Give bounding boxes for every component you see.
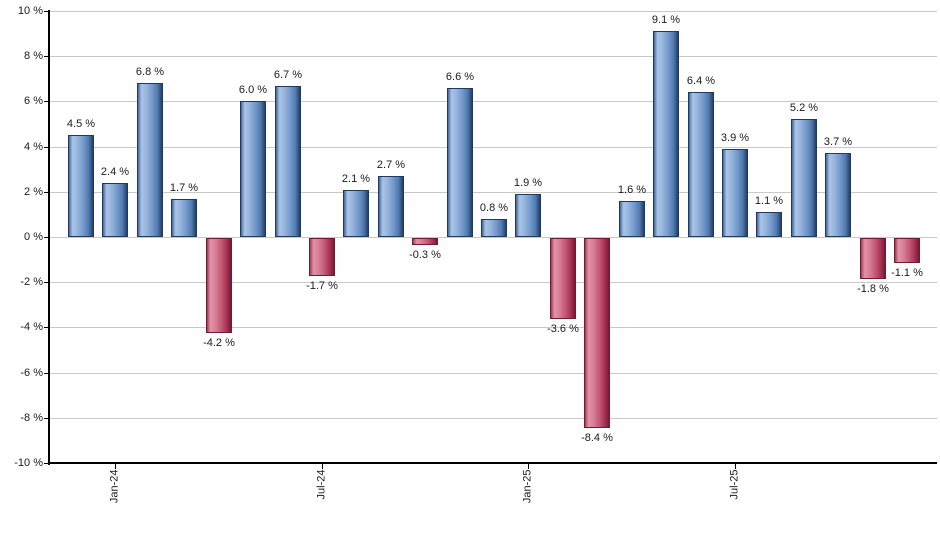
bar-value-label: 4.5 % [66,118,96,130]
bar-value-label: 0.8 % [479,202,509,214]
bar-value-label: -1.8 % [857,283,889,295]
gridline [50,101,937,102]
bar-negative[interactable] [309,238,335,276]
y-axis-tick-label: 2 % [24,186,43,198]
bar-value-label: 3.7 % [823,136,853,148]
y-axis-tick-label: 8 % [24,50,43,62]
bar-value-label: 9.1 % [651,14,681,26]
bar-positive[interactable] [240,101,266,237]
y-axis-tick-label: -10 % [14,457,43,469]
bar-positive[interactable] [481,219,507,237]
bar-value-label: 6.7 % [273,69,303,81]
gridline [50,282,937,283]
gridline [50,192,937,193]
gridline [50,373,937,374]
bar-value-label: 5.2 % [789,102,819,114]
bar-value-label: 1.9 % [513,177,543,189]
bar-value-label: -3.6 % [547,323,579,335]
y-axis-tick-label: 4 % [24,141,43,153]
bar-value-label: 1.1 % [754,195,784,207]
y-axis-tick-label: 10 % [17,5,43,17]
y-axis-tick [44,56,49,57]
bar-negative[interactable] [206,238,232,333]
y-axis-tick-label: -2 % [20,276,43,288]
y-axis-tick [44,463,49,464]
gridline [50,11,937,12]
y-axis-tick [44,282,49,283]
bar-positive[interactable] [343,190,369,237]
bar-value-label: -1.7 % [306,280,338,292]
bar-value-label: 1.7 % [169,182,199,194]
x-axis-tick [528,464,529,469]
bar-value-label: -4.2 % [203,337,235,349]
bar-positive[interactable] [171,199,197,237]
bar-positive[interactable] [653,31,679,237]
bar-value-label: 3.9 % [720,132,750,144]
y-axis-tick [44,192,49,193]
bar-positive[interactable] [102,183,128,237]
bar-positive[interactable] [447,88,473,237]
y-axis-tick [44,373,49,374]
x-axis-tick-label: Jan-24 [108,469,121,504]
x-axis [48,462,937,464]
bar-value-label: -8.4 % [581,432,613,444]
bar-value-label: 2.4 % [100,166,130,178]
y-axis-tick-label: -4 % [20,321,43,333]
y-axis-tick [44,327,49,328]
bar-value-label: 6.6 % [445,71,475,83]
x-axis-tick-label: Jul-24 [315,469,328,500]
bar-positive[interactable] [756,212,782,237]
y-axis-tick [44,11,49,12]
bar-value-label: -1.1 % [891,267,923,279]
bar-negative[interactable] [550,238,576,319]
y-axis-tick [44,418,49,419]
y-axis-tick [44,237,49,238]
bar-value-label: 6.8 % [135,66,165,78]
bar-value-label: -0.3 % [409,249,441,261]
bar-negative[interactable] [894,238,920,263]
bar-positive[interactable] [619,201,645,237]
bar-positive[interactable] [825,153,851,237]
y-axis-tick-label: -8 % [20,412,43,424]
bar-positive[interactable] [515,194,541,237]
bar-value-label: 2.7 % [376,159,406,171]
bar-positive[interactable] [688,92,714,237]
x-axis-tick [735,464,736,469]
bar-positive[interactable] [378,176,404,237]
x-axis-tick-label: Jan-25 [521,469,534,504]
bar-value-label: 6.0 % [238,84,268,96]
bar-value-label: 2.1 % [341,173,371,185]
y-axis-tick [44,101,49,102]
bar-positive[interactable] [275,86,301,237]
bar-value-label: 6.4 % [686,75,716,87]
bar-positive[interactable] [137,83,163,237]
y-axis [48,10,50,465]
y-axis-tick [44,147,49,148]
bar-positive[interactable] [722,149,748,237]
bar-value-label: 1.6 % [617,184,647,196]
x-axis-tick [322,464,323,469]
bar-negative[interactable] [584,238,610,428]
bar-positive[interactable] [68,135,94,237]
gridline [50,418,937,419]
gridline [50,327,937,328]
y-axis-tick-label: -6 % [20,367,43,379]
gridline [50,147,937,148]
x-axis-tick-label: Jul-25 [728,469,741,500]
y-axis-tick-label: 0 % [24,231,43,243]
bar-negative[interactable] [412,238,438,245]
x-axis-tick [115,464,116,469]
bar-negative[interactable] [860,238,886,279]
gridline [50,56,937,57]
bar-positive[interactable] [791,119,817,237]
y-axis-tick-label: 6 % [24,95,43,107]
gridline [50,237,937,238]
